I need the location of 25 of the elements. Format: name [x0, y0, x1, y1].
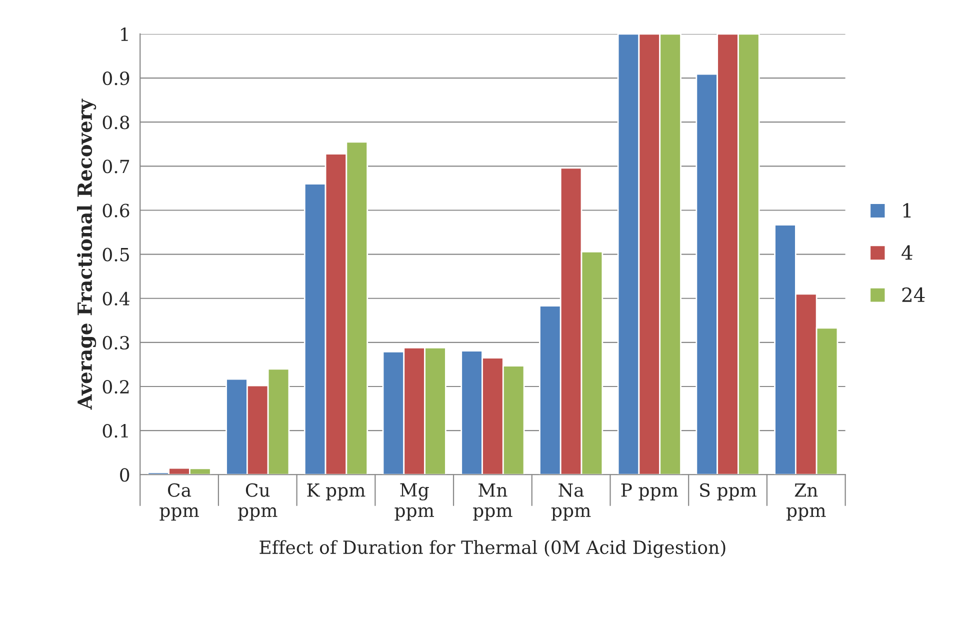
x-tick-label: Mn ppm	[473, 484, 512, 521]
x-tick-label: P ppm	[621, 484, 678, 500]
x-tick-label: Zn ppm	[786, 484, 826, 521]
y-tick-label: 0.2	[102, 380, 129, 394]
x-axis-title: Effect of Duration for Thermal (0M Acid Digestion)	[260, 540, 726, 558]
y-axis-title: Average Fractional Recovery	[77, 98, 96, 410]
y-tick-label: 0.4	[102, 292, 130, 306]
legend-label: 1	[903, 203, 911, 218]
y-tick-label: 0	[120, 468, 130, 482]
x-tick-label: Cu ppm	[238, 483, 278, 521]
x-tick-label: Na ppm	[551, 484, 591, 521]
legend-label: 24	[902, 287, 925, 302]
legend-label: 4	[902, 245, 912, 260]
x-tick-label: S ppm	[700, 483, 756, 500]
x-tick-label: K ppm	[307, 484, 366, 500]
y-tick-label: 0.8	[102, 116, 130, 130]
y-tick-label: 1	[121, 27, 128, 41]
x-tick-label: Ca ppm	[160, 483, 199, 521]
y-tick-label: 0.1	[102, 424, 128, 438]
y-tick-label: 0.5	[102, 248, 129, 262]
x-tick-label: Mg ppm	[394, 483, 434, 521]
y-tick-label: 0.9	[102, 72, 130, 86]
y-tick-label: 0.6	[102, 204, 130, 218]
y-tick-label: 0.3	[102, 336, 130, 350]
y-tick-label: 0.7	[102, 160, 130, 174]
